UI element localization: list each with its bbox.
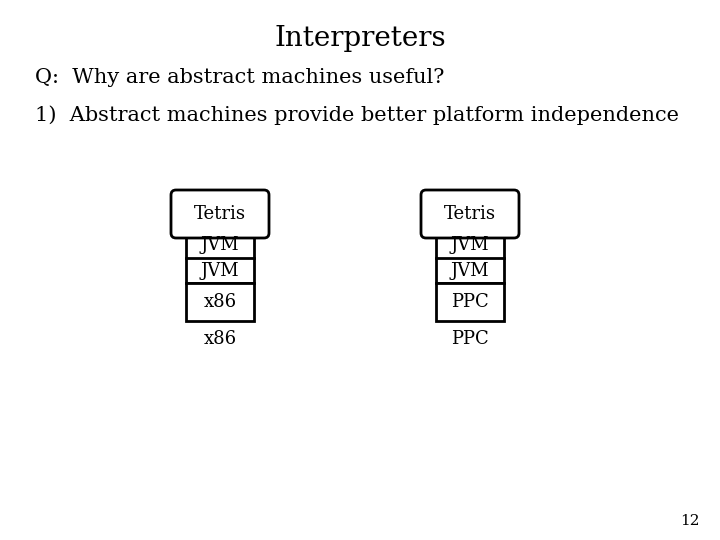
Text: PPC: PPC <box>451 293 489 311</box>
Bar <box>436 283 504 321</box>
Text: JVM: JVM <box>451 237 490 254</box>
Text: Tetris: Tetris <box>194 205 246 223</box>
Text: x86: x86 <box>204 293 237 311</box>
Text: PPC: PPC <box>451 330 489 348</box>
Text: JVM: JVM <box>201 261 239 280</box>
Text: JVM: JVM <box>451 261 490 280</box>
Text: 1)  Abstract machines provide better platform independence: 1) Abstract machines provide better plat… <box>35 105 679 125</box>
Text: x86: x86 <box>204 330 237 348</box>
Bar <box>186 233 254 283</box>
Text: JVM: JVM <box>201 237 239 254</box>
Bar <box>186 283 254 321</box>
Text: Q:  Why are abstract machines useful?: Q: Why are abstract machines useful? <box>35 68 444 87</box>
Text: Interpreters: Interpreters <box>274 25 446 52</box>
Text: 12: 12 <box>680 514 700 528</box>
Text: Tetris: Tetris <box>444 205 496 223</box>
Bar <box>436 233 504 283</box>
FancyBboxPatch shape <box>421 190 519 238</box>
FancyBboxPatch shape <box>171 190 269 238</box>
